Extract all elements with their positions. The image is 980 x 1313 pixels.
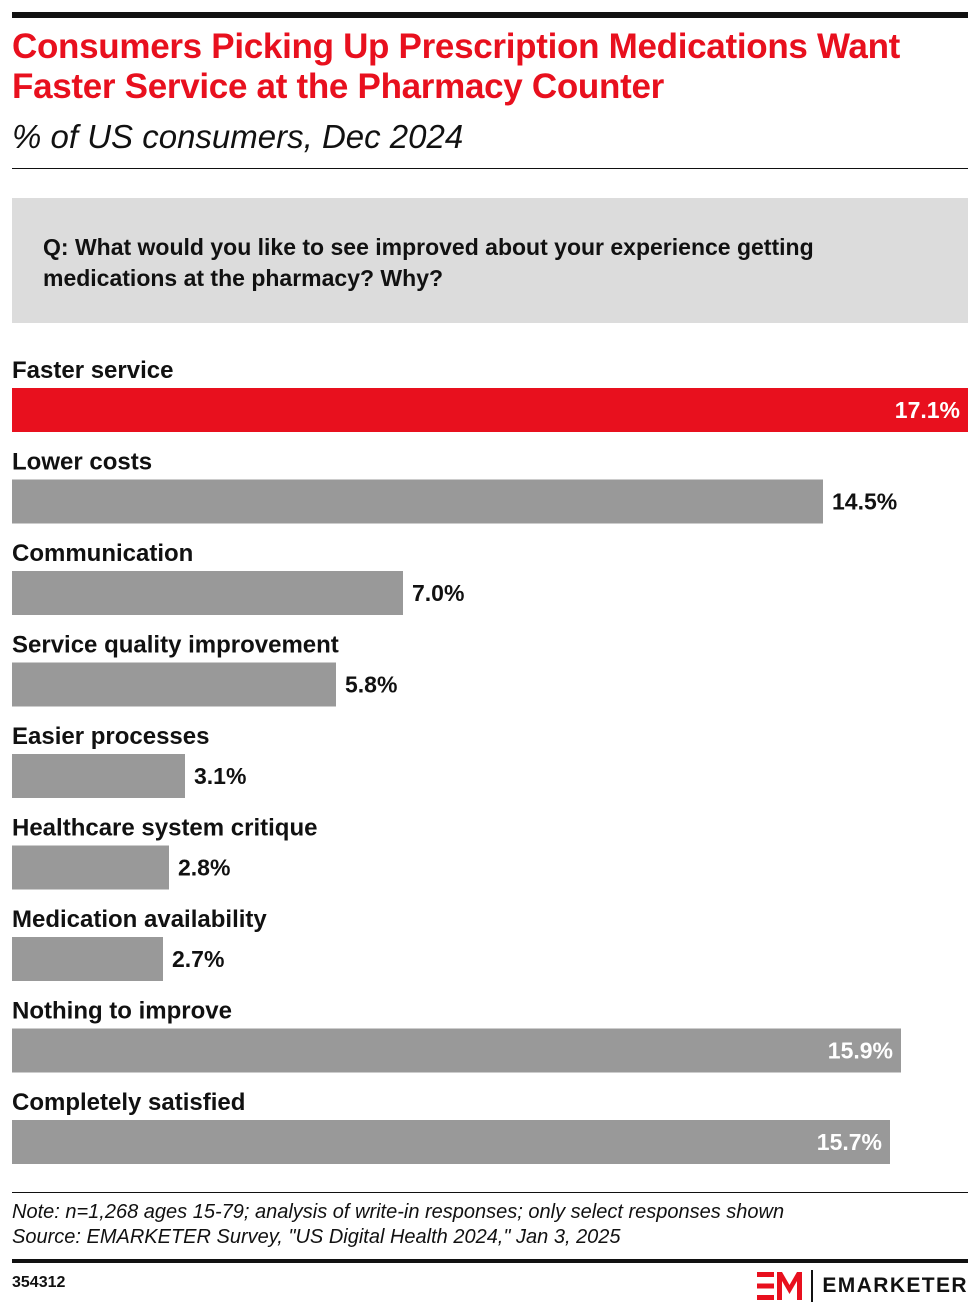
value-label: 2.8% [178,855,230,881]
chart-source: Source: EMARKETER Survey, "US Digital He… [12,1226,621,1248]
bar [12,571,403,615]
category-label: Healthcare system critique [12,815,317,842]
subtitle-divider [12,168,968,169]
category-label: Faster service [12,357,173,384]
value-label: 3.1% [194,763,246,789]
top-rule [12,12,968,18]
value-label: 15.9% [828,1038,893,1064]
bottom-rule [12,1259,968,1263]
value-label: 2.7% [172,946,224,972]
category-label: Nothing to improve [12,998,232,1025]
bar [12,1120,890,1164]
category-label: Easier processes [12,723,209,750]
brand-name: EMARKETER [822,1274,968,1297]
value-label: 17.1% [895,397,960,423]
brand-divider [811,1270,814,1302]
value-label: 5.8% [345,672,397,698]
bar [12,845,169,890]
bar [12,388,968,432]
bar [12,754,185,798]
brand-logo: EMARKETER [757,1268,968,1304]
category-label: Communication [12,540,193,567]
category-label: Service quality improvement [12,632,339,659]
em-logo-icon [757,1272,803,1300]
chart-title: Consumers Picking Up Prescription Medica… [12,27,901,106]
chart-note: Note: n=1,268 ages 15-79; analysis of wr… [12,1201,785,1223]
value-label: 14.5% [832,489,897,515]
category-label: Medication availability [12,906,267,933]
survey-question: Q: What would you like to see improved a… [43,234,814,291]
category-label: Lower costs [12,449,152,476]
survey-question-box: Q: What would you like to see improved a… [12,198,968,323]
bar [12,479,823,524]
bar [12,662,336,707]
bar [12,937,163,981]
note-divider [12,1192,968,1193]
bar-chart: Faster service 17.1% Lower costs 14.5% Commu… [12,357,968,1164]
value-label: 15.7% [817,1129,882,1155]
category-label: Completely satisfied [12,1089,245,1116]
chart-subtitle: % of US consumers, Dec 2024 [12,118,464,155]
bar [12,1028,901,1073]
value-label: 7.0% [412,580,464,606]
footnote-block: Note: n=1,268 ages 15-79; analysis of wr… [12,1200,968,1250]
chart-id: 354312 [12,1274,66,1291]
